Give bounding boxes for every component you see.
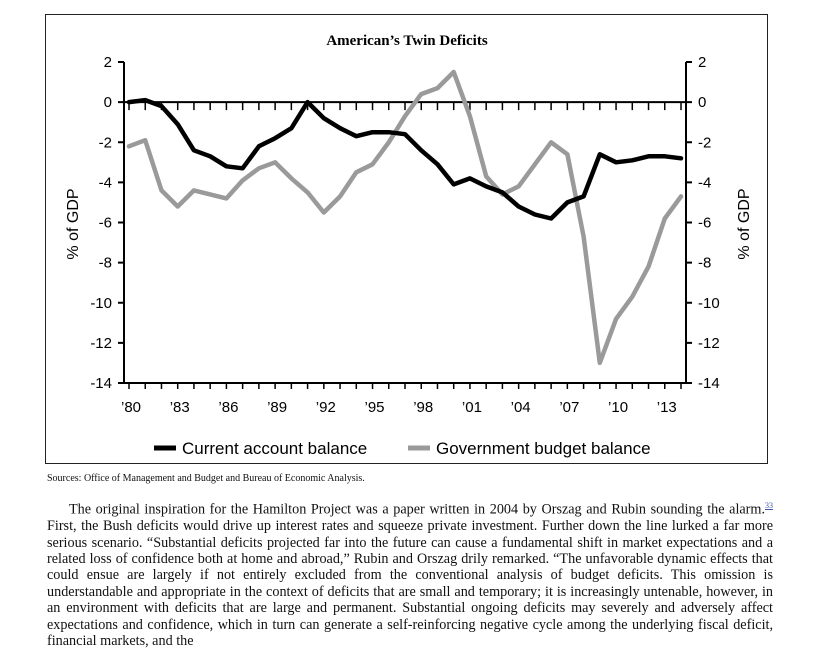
y-tick-label-left: -8 (99, 255, 112, 272)
y-axis-label-right: % of GDP (736, 188, 753, 259)
x-tick-label: ’83 (170, 399, 190, 416)
x-tick-label: ’98 (413, 399, 433, 416)
chart-axes: 2 2 0 0 -2 -2 -4 -4 -6 -6 -8 -8 -10 -10 -12 -12 -14 -14 ’8… (90, 54, 719, 416)
chart-title: American’s Twin Deficits (326, 33, 488, 49)
body-paragraph: The original inspiration for the Hamilto… (47, 498, 773, 649)
x-tick-label: ’10 (608, 399, 628, 416)
x-tick-label: ’92 (316, 399, 336, 416)
legend: Current account balance Government budge… (154, 439, 651, 458)
y-tick-label-right: 2 (698, 54, 706, 71)
twin-deficits-chart: American’s Twin Deficits 2 2 0 0 -2 -2 -4 -4 -6 -… (65, 33, 753, 458)
footnote-link[interactable]: 33 (765, 501, 773, 510)
y-tick-label-right: -8 (698, 255, 711, 272)
y-tick-label-left: -14 (90, 375, 112, 392)
x-tick-label: ’89 (267, 399, 287, 416)
x-tick-label: ’86 (218, 399, 238, 416)
y-tick-label-left: 2 (104, 54, 112, 71)
legend-label-budget-balance: Government budget balance (436, 439, 651, 458)
y-tick-label-left: 0 (104, 94, 112, 111)
y-axis-label-left: % of GDP (65, 188, 82, 259)
body-text-part1: The original inspiration for the Hamilto… (69, 501, 765, 518)
y-tick-label-left: -6 (99, 215, 112, 232)
y-tick-label-right: -14 (698, 375, 720, 392)
y-tick-label-left: -4 (99, 174, 112, 191)
x-tick-label: ’04 (511, 399, 531, 416)
x-tick-label: ’07 (559, 399, 579, 416)
series-line-budget-balance (126, 69, 684, 366)
y-tick-label-right: -4 (698, 174, 711, 191)
x-tick-label: ’13 (657, 399, 677, 416)
y-tick-label-left: -12 (90, 335, 112, 352)
y-tick-label-left: -10 (90, 295, 112, 312)
legend-label-current-account: Current account balance (182, 439, 367, 458)
y-tick-label-right: -10 (698, 295, 720, 312)
y-tick-label-right: -12 (698, 335, 720, 352)
x-tick-label: ’95 (365, 399, 385, 416)
y-tick-label-right: -6 (698, 215, 711, 232)
x-tick-label: ’01 (462, 399, 482, 416)
body-text-part2: First, the Bush deficits would drive up … (47, 518, 773, 649)
y-tick-label-right: -2 (698, 134, 711, 151)
y-tick-label-left: -2 (99, 134, 112, 151)
series-layer (126, 69, 684, 366)
chart-sources-note: Sources: Office of Management and Budget… (47, 473, 365, 484)
y-tick-label-right: 0 (698, 94, 706, 111)
figure-frame: American’s Twin Deficits 2 2 0 0 -2 -2 -4 -4 -6 -… (45, 14, 768, 464)
x-tick-label: ’80 (121, 399, 141, 416)
series-line-current-account (126, 97, 684, 221)
